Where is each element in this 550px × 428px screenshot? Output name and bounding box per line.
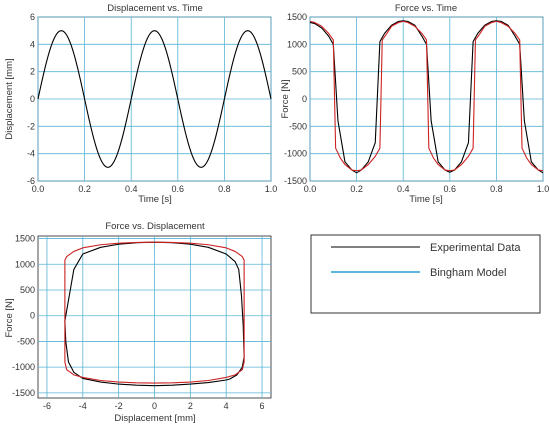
y-axis-label: Force [N] <box>280 79 291 118</box>
y-tick-label: 1500 <box>15 234 35 244</box>
legend: Experimental Data Bingham Model <box>310 234 541 314</box>
y-tick-label: 6 <box>30 12 35 22</box>
series-line-displacement <box>37 30 272 168</box>
x-tick-label: 0.8 <box>490 184 503 194</box>
y-tick-label: -2 <box>27 121 35 131</box>
y-tick-label: 1000 <box>15 259 35 269</box>
x-tick-label: 1.0 <box>537 184 550 194</box>
x-tick-label: 0.4 <box>397 184 410 194</box>
x-axis-label: Displacement [mm] <box>114 413 195 424</box>
displacement-vs-time-plot: Displacement vs. Time Time [s] Displacem… <box>4 3 277 205</box>
y-axis-label: Force [N] <box>4 298 15 337</box>
x-tick-label: 1.0 <box>265 184 278 194</box>
x-axis-label: Time [s] <box>138 194 171 205</box>
x-tick-label: 0 <box>152 401 157 411</box>
series-line-bingham-model <box>309 20 544 172</box>
x-tick-label: 0.2 <box>350 184 363 194</box>
force-vs-time-plot: Force vs. Time Time [s] Force [N] 0.0 0.2… <box>280 3 549 205</box>
x-axis-label: Time [s] <box>409 194 442 205</box>
x-tick-label: -6 <box>43 401 51 411</box>
series-line-bingham-model <box>64 241 245 384</box>
y-tick-label: 500 <box>20 285 35 295</box>
y-tick-label: -4 <box>27 149 35 159</box>
force-vs-displacement-plot: Force vs. Displacement Displacement [mm]… <box>4 221 272 424</box>
chart-title: Force vs. Time <box>395 3 457 14</box>
legend-label-bingham: Bingham Model <box>430 267 506 279</box>
y-tick-label: 0 <box>302 94 307 104</box>
legend-box <box>310 234 541 314</box>
x-tick-label: 0.4 <box>125 184 138 194</box>
chart-title: Displacement vs. Time <box>107 3 203 14</box>
y-tick-label: 0 <box>30 311 35 321</box>
y-tick-label: -1500 <box>12 388 35 398</box>
y-tick-label: -6 <box>27 176 35 186</box>
x-tick-label: 0.6 <box>444 184 457 194</box>
x-tick-label: 4 <box>224 401 229 411</box>
y-tick-label: -1000 <box>12 362 35 372</box>
y-tick-label: 500 <box>292 67 307 77</box>
y-tick-label: -500 <box>289 121 307 131</box>
y-tick-label: -500 <box>17 336 35 346</box>
y-tick-label: 1500 <box>287 12 307 22</box>
y-tick-label: 1000 <box>287 39 307 49</box>
x-tick-label: 6 <box>260 401 265 411</box>
y-tick-label: 2 <box>30 67 35 77</box>
y-tick-label: -1000 <box>284 149 307 159</box>
x-tick-label: -4 <box>79 401 87 411</box>
x-tick-label: 0.2 <box>78 184 91 194</box>
x-tick-label: 0.6 <box>172 184 185 194</box>
y-tick-label: -1500 <box>284 176 307 186</box>
x-tick-label: 2 <box>188 401 193 411</box>
legend-label-experimental: Experimental Data <box>430 242 521 254</box>
x-tick-label: -2 <box>115 401 123 411</box>
x-tick-label: 0.0 <box>304 184 317 194</box>
chart-title: Force vs. Displacement <box>105 221 205 232</box>
y-axis-label: Displacement [mm] <box>4 58 15 139</box>
x-tick-label: 0.8 <box>218 184 231 194</box>
y-tick-label: 4 <box>30 39 35 49</box>
y-tick-label: 0 <box>30 94 35 104</box>
x-tick-label: 0.0 <box>32 184 45 194</box>
